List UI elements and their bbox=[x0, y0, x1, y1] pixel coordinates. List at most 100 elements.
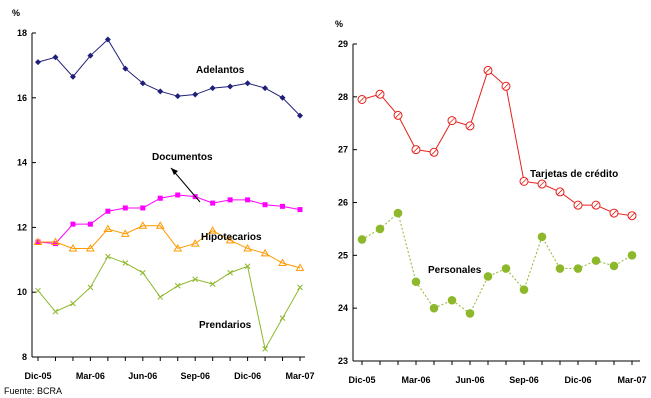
right-y-tick-label: 25 bbox=[338, 250, 348, 260]
right-y-ticks: 23 24 25 26 27 28 29 bbox=[338, 39, 357, 366]
data-point-prendarios bbox=[52, 308, 59, 315]
data-point-personales bbox=[627, 251, 637, 260]
left-x-tick-label: Jun-06 bbox=[128, 371, 157, 381]
left-y-tick-label: 10 bbox=[17, 287, 27, 297]
data-point-prendarios bbox=[244, 263, 251, 270]
right-x-tick-label: Jun-06 bbox=[455, 375, 484, 385]
documentos-leader-line bbox=[170, 167, 201, 203]
data-point-personales bbox=[447, 295, 457, 305]
data-point-hipotecarios bbox=[138, 221, 148, 229]
data-point-documentos bbox=[262, 202, 268, 208]
data-point-personales bbox=[375, 224, 385, 234]
data-point-adelantos bbox=[297, 112, 303, 119]
data-point-hipotecarios bbox=[51, 237, 60, 245]
data-point-adelantos bbox=[104, 36, 111, 43]
data-point-adelantos bbox=[174, 93, 181, 100]
data-point-documentos bbox=[297, 207, 303, 213]
series-label-hipotecarios: Hipotecarios bbox=[201, 232, 262, 243]
data-point-prendarios bbox=[139, 269, 146, 276]
right-x-tick-label: Dic-06 bbox=[564, 375, 591, 385]
documentos-arrowhead bbox=[171, 168, 178, 175]
data-point-personales bbox=[591, 256, 601, 265]
data-point-documentos bbox=[140, 205, 146, 211]
data-point-hipotecarios bbox=[260, 248, 270, 257]
data-point-prendarios bbox=[105, 253, 111, 260]
data-point-documentos bbox=[227, 197, 233, 203]
left-x-ticks: Dic-05 Mar-06 Jun-06 Sep-06 Dic-06 Mar-07 bbox=[24, 357, 315, 381]
right-y-tick-label: 23 bbox=[338, 356, 348, 366]
data-point-documentos bbox=[157, 195, 163, 201]
series-label-tarjetas: Tarjetas de crédito bbox=[530, 169, 618, 180]
series-hipotecarios bbox=[33, 221, 305, 271]
data-point-prendarios bbox=[227, 269, 233, 276]
data-point-documentos bbox=[87, 221, 93, 227]
right-y-tick-label: 27 bbox=[338, 145, 348, 155]
right-y-tick-label: 29 bbox=[338, 39, 348, 49]
left-x-tick-label: Mar-06 bbox=[76, 371, 105, 381]
data-point-personales bbox=[483, 272, 493, 281]
series-label-prendarios: Prendarios bbox=[199, 320, 252, 331]
left-x-tick-label: Sep-06 bbox=[180, 371, 210, 381]
right-unit-label: % bbox=[335, 19, 343, 29]
data-point-prendarios bbox=[87, 284, 94, 291]
series-tarjetas-de-credito bbox=[357, 65, 637, 221]
left-y-tick-label: 8 bbox=[22, 352, 27, 362]
data-point-personales bbox=[519, 285, 529, 294]
data-point-adelantos bbox=[262, 85, 269, 92]
data-point-personales bbox=[465, 309, 475, 318]
right-y-tick-label: 24 bbox=[338, 303, 348, 313]
left-x-tick-label: Mar-07 bbox=[285, 371, 314, 381]
right-y-tick-label: 26 bbox=[338, 198, 348, 208]
data-point-hipotecarios bbox=[295, 263, 305, 271]
data-point-documentos bbox=[245, 197, 251, 203]
right-x-tick-label: Dic-05 bbox=[348, 375, 375, 385]
data-point-prendarios bbox=[262, 346, 268, 352]
series-line-documentos bbox=[37, 194, 301, 245]
source-note: Fuente: BCRA bbox=[4, 386, 62, 396]
data-point-documentos bbox=[70, 221, 76, 227]
left-y-tick-label: 14 bbox=[17, 158, 27, 168]
left-y-tick-label: 16 bbox=[17, 93, 27, 103]
series-label-adelantos: Adelantos bbox=[196, 65, 245, 76]
series-line-adelantos bbox=[37, 38, 301, 116]
data-point-hipotecarios bbox=[120, 229, 130, 237]
series-prendarios bbox=[35, 253, 303, 352]
data-point-adelantos bbox=[227, 83, 234, 90]
data-point-personales bbox=[609, 261, 619, 271]
data-point-hipotecarios bbox=[155, 221, 165, 229]
data-point-adelantos bbox=[52, 54, 59, 61]
data-point-adelantos bbox=[69, 73, 76, 80]
data-point-personales bbox=[573, 264, 583, 273]
series-documentos bbox=[35, 192, 303, 247]
data-point-adelantos bbox=[87, 52, 94, 59]
data-point-prendarios bbox=[174, 282, 181, 289]
right-x-tick-label: Mar-07 bbox=[617, 375, 646, 385]
data-point-prendarios bbox=[157, 294, 164, 300]
data-point-hipotecarios bbox=[243, 243, 252, 252]
series-line-hipotecarios bbox=[38, 225, 301, 269]
data-point-adelantos bbox=[192, 91, 199, 98]
data-point-adelantos bbox=[157, 88, 164, 95]
series-adelantos bbox=[35, 36, 303, 119]
series-personales bbox=[357, 208, 637, 318]
left-y-ticks: 8 10 12 14 16 18 bbox=[17, 28, 36, 362]
data-point-personales bbox=[411, 277, 421, 287]
data-point-hipotecarios bbox=[86, 243, 95, 252]
series-line-personales bbox=[361, 212, 633, 315]
data-point-personales bbox=[357, 235, 367, 244]
data-point-prendarios bbox=[70, 300, 76, 307]
data-point-personales bbox=[393, 208, 403, 218]
series-label-documentos: Documentos bbox=[152, 152, 213, 163]
data-point-prendarios bbox=[209, 281, 216, 287]
data-point-personales bbox=[537, 232, 547, 242]
data-point-hipotecarios bbox=[225, 235, 235, 244]
series-label-personales: Personales bbox=[428, 265, 482, 276]
data-point-adelantos bbox=[122, 65, 129, 72]
series-line-tarjetas-de-credito bbox=[361, 69, 633, 217]
data-point-documentos bbox=[52, 241, 58, 247]
data-point-prendarios bbox=[192, 276, 199, 283]
data-point-prendarios bbox=[279, 315, 286, 321]
data-point-hipotecarios bbox=[208, 226, 218, 234]
